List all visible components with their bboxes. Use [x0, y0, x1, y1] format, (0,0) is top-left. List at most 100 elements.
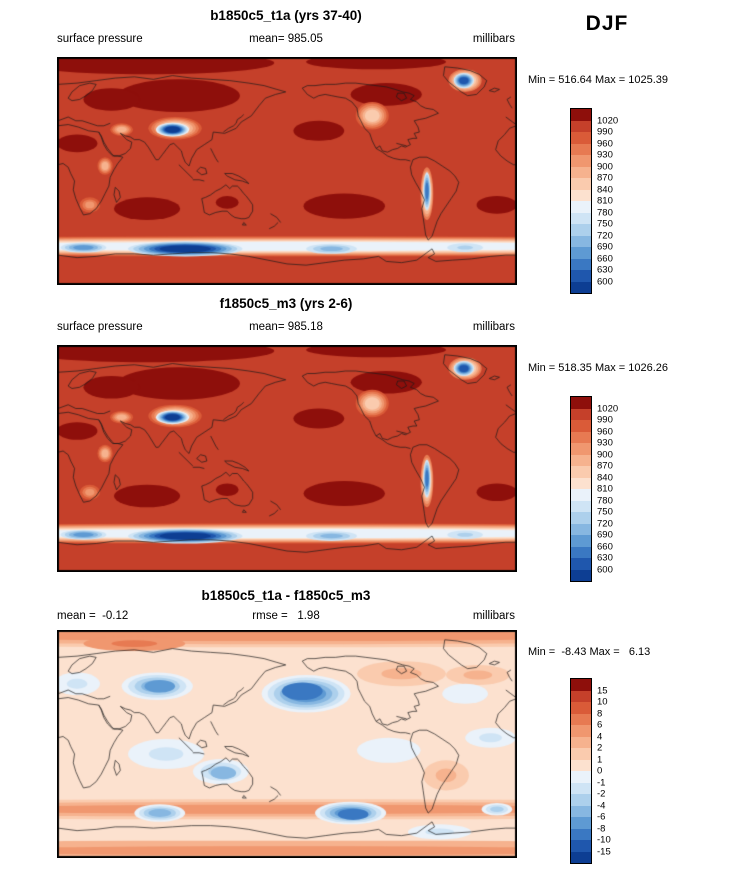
colorbar-difference: 15 10 8 6 4 2 1 0 -1 -2 -4 -6 -8 -10 -15 [570, 678, 611, 864]
colorbar-cell [571, 546, 591, 558]
panel1-minmax-label: Min = 516.64 Max = 1025.39 [528, 74, 669, 86]
season-label: DJF [585, 12, 629, 35]
colorbar-tick-label: 930 [597, 149, 613, 161]
colorbar-tick-label: 720 [597, 229, 613, 241]
colorbar-cell [571, 679, 591, 691]
colorbar-cell [571, 805, 591, 817]
colorbar-tick-label: 660 [597, 540, 613, 552]
map-canvas-model1 [57, 57, 517, 285]
colorbar-tick-label: 600 [597, 275, 613, 287]
panel3-units-label: millibars [472, 610, 515, 622]
colorbar-cell [571, 201, 591, 213]
colorbar-model2: 1020 990 960 930 900 870 840 810 780 750 720 690 660… [570, 396, 618, 582]
colorbar-tick-label: 0 [597, 765, 603, 777]
panel2-variable-label: surface pressure [57, 321, 143, 333]
colorbar-tick-label: 720 [597, 517, 613, 529]
colorbar-tick-label: 840 [597, 183, 613, 195]
colorbar-tick-label: 1020 [597, 114, 619, 126]
colorbar-tick-label: 690 [597, 529, 613, 541]
colorbar-tick-label: 930 [597, 437, 613, 449]
colorbar-cell [571, 523, 591, 535]
colorbar-model1: 1020 990 960 930 900 870 840 810 780 750 720 690 660… [570, 108, 618, 294]
panel2-units-label: millibars [472, 321, 515, 333]
colorbar-tick-label: -4 [597, 799, 606, 811]
colorbar-tick-label: 4 [597, 730, 603, 742]
panel1-units-label: millibars [472, 33, 515, 45]
colorbar-tick-label: -6 [597, 811, 606, 823]
colorbar-tick-label: 1020 [597, 402, 619, 414]
panel1-mean-label: mean= 985.05 [249, 33, 323, 45]
panel1-variable-label: surface pressure [57, 33, 143, 45]
colorbar-tick-label: 630 [597, 552, 613, 564]
colorbar-cell [571, 690, 591, 702]
panel3-minmax-label: Min = -8.43 Max = 6.13 [528, 646, 651, 658]
colorbar-tick-label: 10 [597, 696, 608, 708]
colorbar-tick-label: -15 [597, 845, 611, 857]
colorbar-cell [571, 771, 591, 783]
colorbar-cell [571, 454, 591, 466]
colorbar-tick-label: 900 [597, 160, 613, 172]
panel2-labels-row: surface pressure mean= 985.18 millibars [57, 321, 515, 336]
colorbar-cell [571, 212, 591, 224]
panel3-rmse-label: rmse = 1.98 [252, 610, 320, 622]
colorbar-tick-label: 810 [597, 195, 613, 207]
colorbar-tick-label: 750 [597, 218, 613, 230]
colorbar-tick-label: -2 [597, 788, 606, 800]
colorbar-cell [571, 270, 591, 282]
map-canvas-difference [57, 630, 517, 858]
colorbar-tick-label: 780 [597, 494, 613, 506]
colorbar-cell [571, 512, 591, 524]
colorbar-cell [571, 109, 591, 121]
panel1-labels-row: surface pressure mean= 985.05 millibars [57, 33, 515, 48]
colorbar-cell [571, 558, 591, 570]
colorbar-tick-label: 990 [597, 126, 613, 138]
colorbar-cell [571, 725, 591, 737]
colorbar-cell [571, 489, 591, 501]
colorbar-cell [571, 258, 591, 270]
colorbar-tick-label: 8 [597, 707, 603, 719]
colorbar-cell [571, 851, 591, 863]
colorbar-tick-label: -1 [597, 776, 606, 788]
colorbar-tick-label: 840 [597, 471, 613, 483]
colorbar-cell [571, 178, 591, 190]
colorbar-cell [571, 247, 591, 259]
colorbar-cell [571, 166, 591, 178]
colorbar-tick-label: 960 [597, 137, 613, 149]
panel3-labels-row: mean = -0.12 rmse = 1.98 millibars [57, 610, 515, 625]
colorbar-tick-label: 660 [597, 252, 613, 264]
colorbar-cell [571, 817, 591, 829]
colorbar-cell [571, 535, 591, 547]
colorbar-cell [571, 466, 591, 478]
colorbar-tick-label: -8 [597, 822, 606, 834]
panel2-mean-label: mean= 985.18 [249, 321, 323, 333]
colorbar-cell [571, 143, 591, 155]
panel1-title: b1850c5_t1a (yrs 37-40) [210, 8, 362, 23]
colorbar-tick-label: 630 [597, 264, 613, 276]
panel3-title: b1850c5_t1a - f1850c5_m3 [201, 588, 371, 603]
colorbar-cell [571, 713, 591, 725]
colorbar-cell [571, 155, 591, 167]
colorbar-cell [571, 420, 591, 432]
colorbar-tick-label: 900 [597, 448, 613, 460]
colorbar-cell [571, 235, 591, 247]
colorbar-cell [571, 782, 591, 794]
colorbar-tick-label: 990 [597, 414, 613, 426]
map-canvas-model2 [57, 345, 517, 572]
colorbar-tick-label: 2 [597, 742, 603, 754]
colorbar-tick-label: 1 [597, 753, 603, 765]
colorbar-cell [571, 702, 591, 714]
colorbar-tick-label: 960 [597, 425, 613, 437]
colorbar-cell [571, 189, 591, 201]
colorbar-tick-label: 780 [597, 206, 613, 218]
colorbar-tick-label: 6 [597, 719, 603, 731]
colorbar-cell [571, 132, 591, 144]
colorbar-tick-label: 750 [597, 506, 613, 518]
panel2-minmax-label: Min = 518.35 Max = 1026.26 [528, 362, 669, 374]
colorbar-cell [571, 748, 591, 760]
colorbar-cell [571, 840, 591, 852]
colorbar-cell [571, 431, 591, 443]
colorbar-cell [571, 500, 591, 512]
colorbar-cell [571, 794, 591, 806]
colorbar-cell [571, 408, 591, 420]
